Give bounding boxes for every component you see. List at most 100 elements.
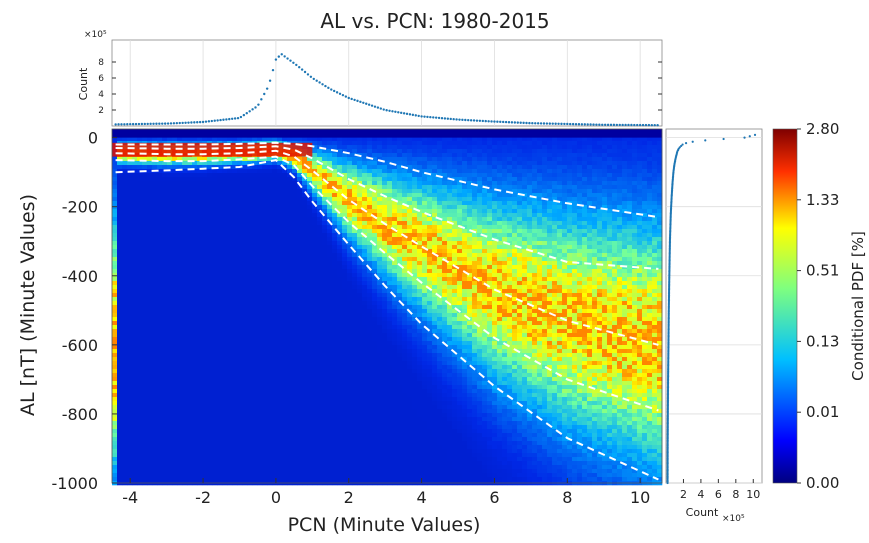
- heatmap-cell: [327, 293, 333, 298]
- top-data-point: [545, 122, 549, 125]
- heatmap-cell: [127, 349, 133, 354]
- heatmap-cell: [182, 437, 188, 442]
- heatmap-cell: [152, 201, 158, 206]
- heatmap-cell: [307, 253, 313, 258]
- heatmap-cell: [322, 345, 328, 350]
- heatmap-cell: [342, 397, 348, 402]
- heatmap-cell: [342, 241, 348, 246]
- heatmap-cell: [237, 241, 243, 246]
- heatmap-cell: [132, 165, 138, 170]
- heatmap-cell: [187, 233, 193, 238]
- heatmap-cell: [202, 233, 208, 238]
- heatmap-cell: [227, 377, 233, 382]
- heatmap-cell: [122, 365, 128, 370]
- heatmap-cell: [147, 437, 153, 442]
- heatmap-cell: [327, 397, 333, 402]
- heatmap-cell: [277, 333, 283, 338]
- heatmap-cell: [297, 413, 303, 418]
- heatmap-cell: [162, 349, 168, 354]
- heatmap-cell: [112, 389, 118, 394]
- heatmap-cell: [172, 337, 178, 342]
- heatmap-cell: [267, 445, 273, 450]
- heatmap-cell: [357, 169, 363, 174]
- heatmap-cell: [332, 433, 338, 438]
- heatmap-cell: [357, 341, 363, 346]
- heatmap-cell: [377, 149, 383, 154]
- heatmap-cell: [232, 417, 238, 422]
- heatmap-cell: [337, 469, 343, 474]
- heatmap-cell: [127, 413, 133, 418]
- heatmap-cell: [282, 181, 288, 186]
- heatmap-cell: [152, 465, 158, 470]
- heatmap-cell: [342, 381, 348, 386]
- heatmap-cell: [247, 353, 253, 358]
- heatmap-cell: [152, 385, 158, 390]
- heatmap-cell: [242, 453, 248, 458]
- heatmap-cell: [197, 185, 203, 190]
- heatmap-cell: [242, 313, 248, 318]
- heatmap-cell: [132, 249, 138, 254]
- heatmap-cell: [327, 441, 333, 446]
- heatmap-cell: [372, 345, 378, 350]
- heatmap-cell: [187, 205, 193, 210]
- heatmap-cell: [282, 361, 288, 366]
- heatmap-cell: [367, 345, 373, 350]
- heatmap-cell: [252, 337, 258, 342]
- heatmap-cell: [137, 329, 143, 334]
- heatmap-cell: [257, 157, 263, 162]
- heatmap-cell: [232, 237, 238, 242]
- heatmap-cell: [122, 349, 128, 354]
- heatmap-cell: [162, 333, 168, 338]
- heatmap-cell: [257, 393, 263, 398]
- heatmap-cell: [347, 261, 353, 266]
- heatmap-cell: [342, 345, 348, 350]
- heatmap-cell: [277, 193, 283, 198]
- heatmap-cell: [342, 137, 348, 142]
- heatmap-cell: [342, 297, 348, 302]
- heatmap-cell: [232, 357, 238, 362]
- heatmap-cell: [212, 365, 218, 370]
- heatmap-cell: [277, 421, 283, 426]
- heatmap-cell: [342, 457, 348, 462]
- heatmap-cell: [182, 393, 188, 398]
- heatmap-cell: [112, 373, 118, 378]
- heatmap-cell: [132, 257, 138, 262]
- heatmap-cell: [277, 321, 283, 326]
- heatmap-cell: [112, 193, 118, 198]
- heatmap-cell: [227, 237, 233, 242]
- heatmap-cell: [237, 389, 243, 394]
- heatmap-cell: [112, 289, 118, 294]
- heatmap-cell: [112, 197, 118, 202]
- heatmap-cell: [247, 377, 253, 382]
- heatmap-cell: [322, 141, 328, 146]
- top-data-point: [656, 123, 659, 127]
- heatmap-cell: [182, 253, 188, 258]
- heatmap-cell: [322, 377, 328, 382]
- heatmap-cell: [237, 161, 243, 166]
- heatmap-cell: [232, 469, 238, 474]
- heatmap-cell: [217, 261, 223, 266]
- heatmap-cell: [277, 297, 283, 302]
- heatmap-cell: [297, 361, 303, 366]
- heatmap-cell: [207, 185, 213, 190]
- heatmap-cell: [187, 157, 193, 162]
- heatmap-cell: [352, 389, 358, 394]
- heatmap-cell: [232, 217, 238, 222]
- heatmap-cell: [272, 261, 278, 266]
- heatmap-cell: [377, 277, 383, 282]
- heatmap-cell: [162, 325, 168, 330]
- heatmap-cell: [182, 449, 188, 454]
- heatmap-cell: [232, 265, 238, 270]
- heatmap-cell: [297, 417, 303, 422]
- heatmap-cell: [262, 429, 268, 434]
- heatmap-cell: [307, 465, 313, 470]
- heatmap-cell: [327, 273, 333, 278]
- heatmap-cell: [332, 193, 338, 198]
- heatmap-cell: [182, 249, 188, 254]
- heatmap-cell: [142, 277, 148, 282]
- heatmap-cell: [317, 457, 323, 462]
- heatmap-cell: [292, 445, 298, 450]
- heatmap-cell: [252, 217, 258, 222]
- heatmap-cell: [212, 161, 218, 166]
- heatmap-cell: [327, 153, 333, 158]
